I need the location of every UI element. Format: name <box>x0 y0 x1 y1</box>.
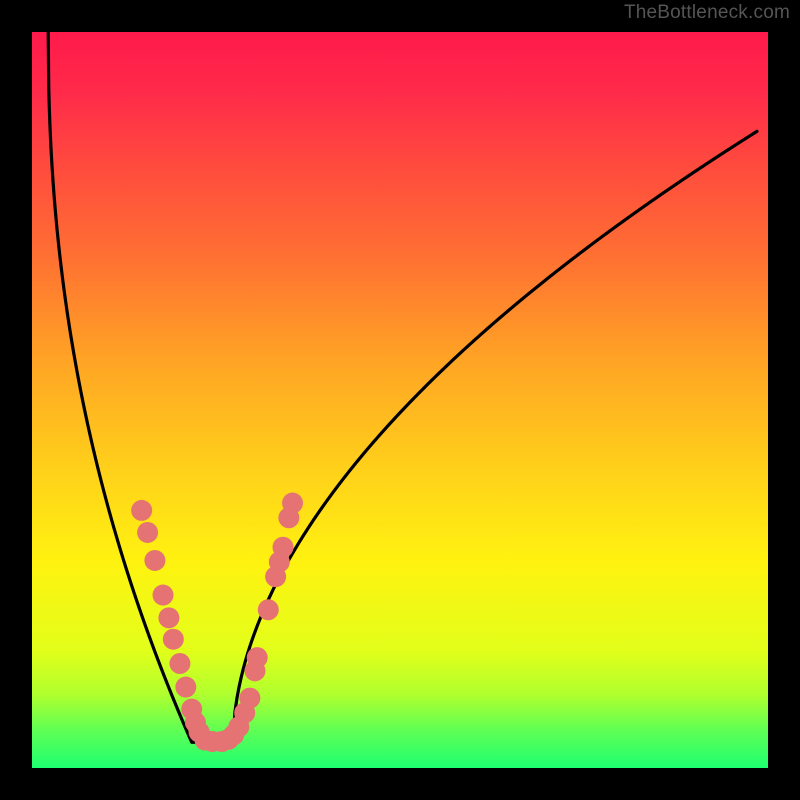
marker-dot <box>158 607 179 628</box>
marker-dot <box>169 653 190 674</box>
marker-dot <box>282 493 303 514</box>
marker-dot <box>247 647 268 668</box>
marker-dot <box>144 550 165 571</box>
chart-svg <box>0 0 800 800</box>
marker-dot <box>258 599 279 620</box>
marker-dot <box>131 500 152 521</box>
marker-dot <box>153 585 174 606</box>
marker-dot <box>163 629 184 650</box>
marker-dot <box>272 537 293 558</box>
marker-dot <box>137 522 158 543</box>
marker-dot <box>239 688 260 709</box>
plot-bg <box>32 32 768 768</box>
chart-container: TheBottleneck.com <box>0 0 800 800</box>
watermark-text: TheBottleneck.com <box>624 2 790 24</box>
marker-dot <box>175 677 196 698</box>
